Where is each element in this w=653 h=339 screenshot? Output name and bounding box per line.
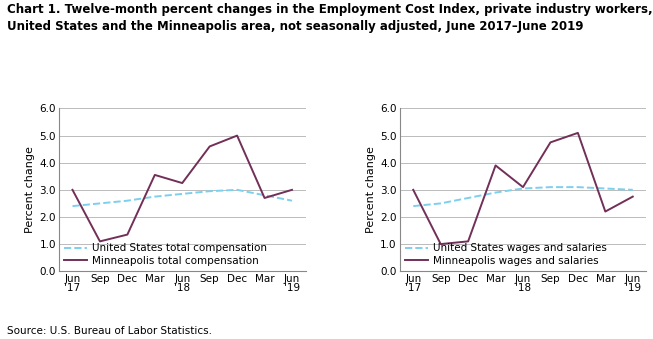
Legend: United States total compensation, Minneapolis total compensation: United States total compensation, Minnea… [62, 241, 269, 268]
United States total compensation [206, 189, 214, 193]
United States wages and salaries [601, 186, 609, 191]
Line: Minneapolis total compensation: Minneapolis total compensation [72, 136, 292, 241]
Minneapolis total compensation [261, 196, 268, 200]
Minneapolis wages and salaries [492, 163, 500, 167]
United States wages and salaries [519, 186, 527, 191]
Minneapolis total compensation [123, 233, 131, 237]
Legend: United States wages and salaries, Minneapolis wages and salaries: United States wages and salaries, Minnea… [403, 241, 609, 268]
Minneapolis wages and salaries [519, 185, 527, 189]
United States total compensation [123, 199, 131, 203]
United States wages and salaries [464, 196, 472, 200]
United States total compensation [151, 195, 159, 199]
United States total compensation [288, 199, 296, 203]
United States total compensation [69, 204, 76, 208]
Line: United States wages and salaries: United States wages and salaries [413, 187, 633, 206]
Minneapolis total compensation [233, 134, 241, 138]
Minneapolis wages and salaries [629, 195, 637, 199]
Minneapolis total compensation [178, 181, 186, 185]
Text: Chart 1. Twelve-month percent changes in the Employment Cost Index, private indu: Chart 1. Twelve-month percent changes in… [7, 3, 652, 33]
Minneapolis wages and salaries [601, 210, 609, 214]
Y-axis label: Percent change: Percent change [366, 146, 376, 233]
Minneapolis wages and salaries [409, 188, 417, 192]
United States total compensation [261, 193, 268, 197]
Line: United States total compensation: United States total compensation [72, 190, 292, 206]
Minneapolis total compensation [69, 188, 76, 192]
Y-axis label: Percent change: Percent change [25, 146, 35, 233]
United States wages and salaries [437, 201, 445, 205]
Minneapolis total compensation [151, 173, 159, 177]
Text: Source: U.S. Bureau of Labor Statistics.: Source: U.S. Bureau of Labor Statistics. [7, 326, 212, 336]
United States wages and salaries [492, 191, 500, 195]
Minneapolis total compensation [206, 144, 214, 148]
Minneapolis wages and salaries [547, 140, 554, 144]
United States wages and salaries [574, 185, 582, 189]
United States total compensation [233, 188, 241, 192]
Minneapolis wages and salaries [437, 242, 445, 246]
Line: Minneapolis wages and salaries: Minneapolis wages and salaries [413, 133, 633, 244]
Minneapolis wages and salaries [464, 239, 472, 243]
United States total compensation [96, 201, 104, 205]
United States total compensation [178, 192, 186, 196]
Minneapolis wages and salaries [574, 131, 582, 135]
United States wages and salaries [629, 188, 637, 192]
Minneapolis total compensation [96, 239, 104, 243]
United States wages and salaries [547, 185, 554, 189]
Minneapolis total compensation [288, 188, 296, 192]
United States wages and salaries [409, 204, 417, 208]
